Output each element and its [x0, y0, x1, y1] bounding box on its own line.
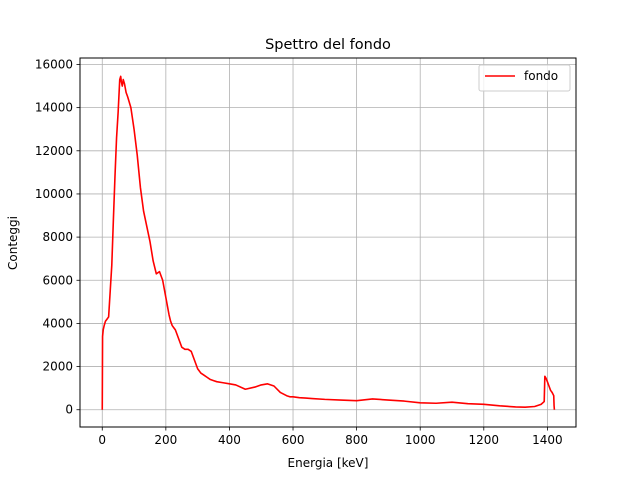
x-tick-label: 1000	[405, 433, 436, 447]
y-tick-label: 4000	[42, 316, 73, 330]
x-tick-label: 600	[282, 433, 305, 447]
y-axis: 0 2000 4000 6000 8000 10000 12000 14000 16000	[35, 57, 80, 417]
x-tick-label: 1400	[532, 433, 563, 447]
y-tick-label: 6000	[42, 273, 73, 287]
chart-title: Spettro del fondo	[265, 37, 391, 53]
y-tick-label: 2000	[42, 360, 73, 374]
y-tick-label: 8000	[42, 230, 73, 244]
y-tick-label: 12000	[35, 144, 73, 158]
x-tick-label: 200	[154, 433, 177, 447]
y-tick-label: 0	[65, 403, 73, 417]
legend-box	[478, 64, 571, 92]
y-tick-label: 10000	[35, 187, 73, 201]
legend-label-fondo: fondo	[524, 69, 558, 83]
series-line-fondo	[101, 75, 556, 410]
x-tick-label: 1200	[469, 433, 500, 447]
x-axis-label: Energia [keV]	[288, 456, 369, 470]
plot-area	[101, 75, 556, 410]
x-tick-label: 0	[98, 433, 106, 447]
plot-frame	[79, 57, 577, 428]
x-axis: 0 200 400 600 800 1000 1200 1400	[98, 427, 563, 447]
legend: fondo	[478, 64, 571, 92]
y-tick-label: 16000	[35, 57, 73, 71]
x-tick-label: 800	[345, 433, 368, 447]
y-tick-label: 14000	[35, 101, 73, 115]
x-tick-label: 400	[218, 433, 241, 447]
y-axis-label: Conteggi	[6, 216, 20, 270]
grid	[80, 58, 576, 427]
